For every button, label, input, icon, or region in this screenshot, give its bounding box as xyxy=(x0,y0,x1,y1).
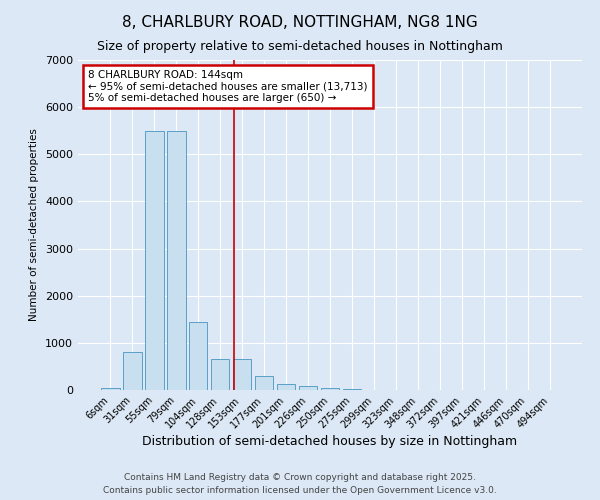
Bar xyxy=(299,386,317,390)
Text: Size of property relative to semi-detached houses in Nottingham: Size of property relative to semi-detach… xyxy=(97,40,503,53)
Bar xyxy=(101,388,119,390)
Text: Contains HM Land Registry data © Crown copyright and database right 2025.
Contai: Contains HM Land Registry data © Crown c… xyxy=(103,474,497,495)
Bar xyxy=(255,376,274,390)
Text: 8 CHARLBURY ROAD: 144sqm
← 95% of semi-detached houses are smaller (13,713)
5% o: 8 CHARLBURY ROAD: 144sqm ← 95% of semi-d… xyxy=(88,70,368,103)
Bar xyxy=(189,322,208,390)
Bar xyxy=(320,388,340,390)
Bar xyxy=(211,360,229,390)
Bar xyxy=(233,360,251,390)
Bar xyxy=(123,352,142,390)
Text: 8, CHARLBURY ROAD, NOTTINGHAM, NG8 1NG: 8, CHARLBURY ROAD, NOTTINGHAM, NG8 1NG xyxy=(122,15,478,30)
Bar xyxy=(277,384,295,390)
X-axis label: Distribution of semi-detached houses by size in Nottingham: Distribution of semi-detached houses by … xyxy=(142,436,518,448)
Bar xyxy=(145,130,164,390)
Y-axis label: Number of semi-detached properties: Number of semi-detached properties xyxy=(29,128,40,322)
Bar xyxy=(167,130,185,390)
